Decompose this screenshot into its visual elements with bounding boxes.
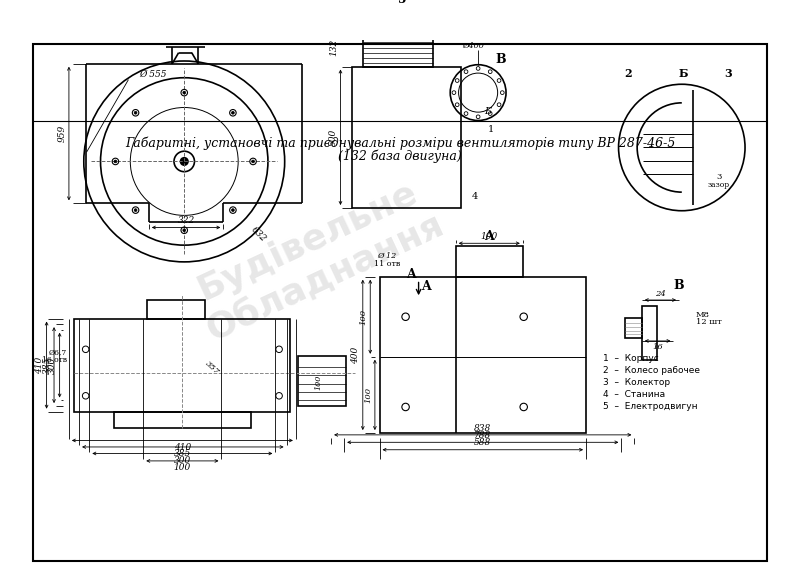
Text: (132 база двигуна): (132 база двигуна) [338, 149, 462, 163]
Text: 5  –  Електродвигун: 5 – Електродвигун [602, 402, 698, 411]
Bar [352, 67, 462, 208]
Text: 588: 588 [474, 439, 491, 447]
Circle shape [134, 112, 137, 114]
Text: Габаритні, установчі та приєднувальні розміри вентиляторів типу ВР 287-46-5: Габаритні, установчі та приєднувальні ро… [125, 136, 675, 150]
Bar [74, 319, 290, 411]
Text: 385: 385 [42, 357, 52, 374]
Text: 1: 1 [488, 125, 494, 134]
Circle shape [183, 229, 186, 231]
Text: 500: 500 [329, 128, 338, 146]
Text: 788: 788 [474, 431, 491, 440]
Text: 100: 100 [481, 232, 498, 241]
Text: 3: 3 [725, 67, 732, 79]
Text: 400: 400 [351, 346, 361, 363]
Text: Б: Б [484, 107, 491, 115]
Text: 3: 3 [716, 173, 722, 181]
Text: 3  –  Колектор: 3 – Колектор [602, 378, 670, 387]
Circle shape [231, 112, 234, 114]
Text: 300: 300 [174, 456, 191, 465]
Text: 410: 410 [174, 443, 191, 452]
Text: A: A [421, 281, 431, 294]
Text: Будівельне
Обладнання: Будівельне Обладнання [184, 171, 449, 347]
Text: 357: 357 [203, 359, 221, 376]
Text: 2: 2 [624, 67, 632, 79]
Circle shape [231, 209, 234, 212]
Text: 4: 4 [472, 192, 478, 201]
Text: 322: 322 [178, 216, 194, 225]
Text: Ø400: Ø400 [462, 42, 485, 50]
Text: 838: 838 [474, 423, 491, 432]
Text: 300: 300 [48, 357, 58, 374]
Circle shape [134, 209, 137, 212]
Text: 632: 632 [250, 225, 268, 243]
Text: 132: 132 [329, 38, 338, 55]
Bar [362, 28, 433, 67]
Text: 100: 100 [314, 374, 322, 389]
Text: 4  –  Станина: 4 – Станина [602, 390, 665, 399]
Circle shape [181, 158, 188, 165]
Text: В: В [674, 278, 684, 291]
Bar [114, 411, 251, 428]
Text: 11 отв: 11 отв [374, 260, 400, 268]
Text: М8: М8 [696, 311, 710, 319]
Bar [456, 246, 522, 277]
Text: 959: 959 [58, 125, 66, 142]
Text: 16: 16 [652, 343, 663, 351]
Text: 24: 24 [655, 290, 666, 298]
Circle shape [252, 160, 254, 163]
Circle shape [114, 160, 117, 163]
Text: 100: 100 [360, 308, 368, 325]
Bar [298, 356, 346, 406]
Bar [370, 7, 422, 28]
Circle shape [183, 91, 186, 94]
Text: A: A [485, 230, 494, 243]
Bar [147, 300, 205, 319]
Text: В: В [495, 53, 506, 66]
Text: 16 отв: 16 отв [42, 355, 67, 363]
Text: зазор: зазор [708, 181, 730, 188]
Text: 2  –  Колесо рабочее: 2 – Колесо рабочее [602, 366, 700, 375]
Text: A: A [406, 268, 416, 281]
Text: 12 шт: 12 шт [696, 318, 722, 327]
Text: 1  –  Корпус: 1 – Корпус [602, 354, 658, 363]
Text: 410: 410 [35, 357, 44, 374]
Text: 5: 5 [398, 0, 407, 6]
Text: 100: 100 [174, 463, 191, 472]
Text: 385: 385 [174, 449, 191, 458]
Bar [642, 306, 657, 359]
Text: Ø6,7: Ø6,7 [49, 348, 67, 356]
Text: Б: Б [679, 67, 689, 79]
Text: 100: 100 [365, 387, 373, 403]
Bar [625, 318, 642, 338]
Text: Ø 12: Ø 12 [378, 252, 397, 260]
Text: Ø 555: Ø 555 [139, 70, 167, 79]
Bar [379, 277, 586, 433]
